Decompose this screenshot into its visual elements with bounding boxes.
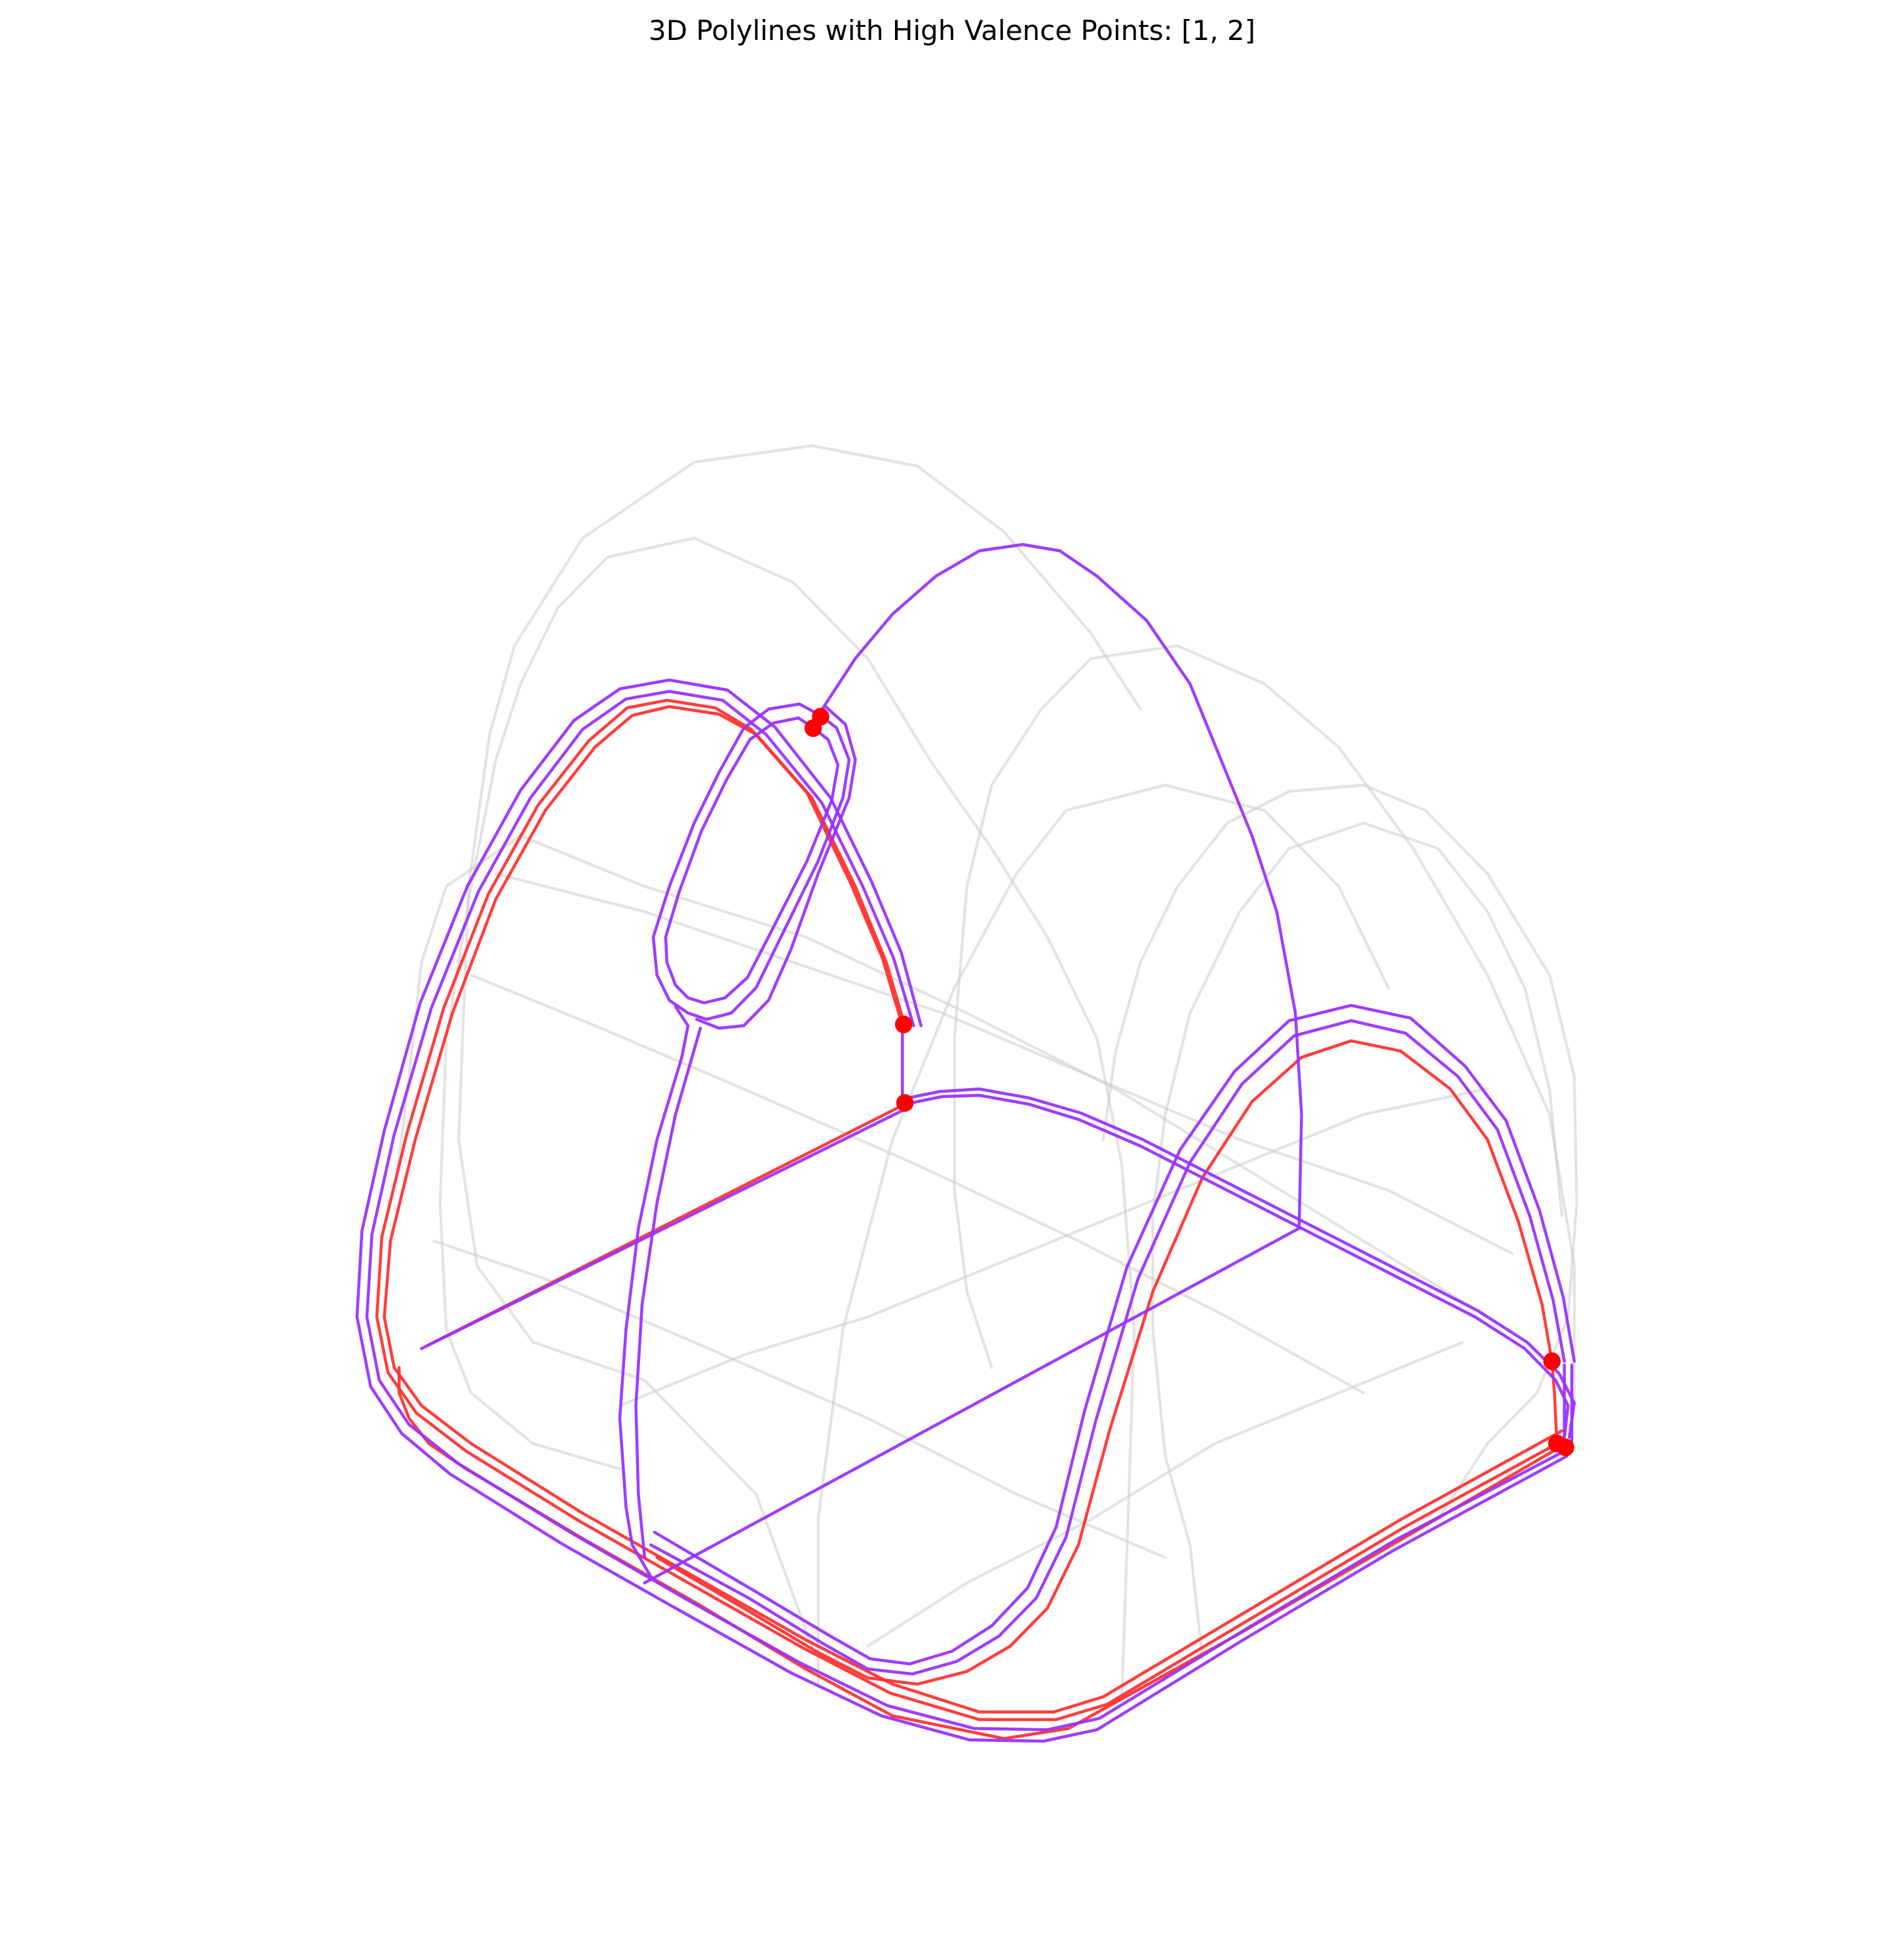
polyline-context-10 — [816, 784, 1390, 1686]
high-valence-point-4 — [1543, 1352, 1561, 1370]
polyline-valence-2-1 — [901, 1087, 1576, 1439]
polyline-context-4 — [395, 834, 1489, 1319]
polyline-valence-2-10 — [365, 690, 1566, 1731]
polyline-valence-2-0 — [903, 1093, 1570, 1439]
polyline-context-6 — [469, 973, 1365, 1395]
polyline-context-5 — [432, 1239, 1167, 1559]
high-valence-point-3 — [896, 1094, 914, 1112]
polyline-valence-1-0 — [383, 705, 1564, 1714]
polyline-valence-1-2 — [655, 1039, 1553, 1686]
polyline-valence-2-7 — [695, 705, 857, 1030]
polyline-valence-2-12 — [649, 1019, 1566, 1676]
polyline-valence-2-13 — [653, 1004, 1576, 1666]
polyline-context-1 — [438, 537, 1136, 1699]
polyline-valence-2-4 — [651, 702, 851, 1021]
polyline-valence-2-6 — [618, 1005, 690, 1578]
polyline-context-0 — [457, 444, 1142, 1648]
polyline-valence-2-16 — [419, 1107, 907, 1350]
polyline-valence-2-3 — [816, 542, 1303, 1230]
high-valence-point-6 — [1557, 1438, 1574, 1456]
polyline-valence-2-2 — [643, 1226, 1301, 1585]
polyline-context-9 — [866, 1340, 1464, 1648]
high-valence-point-2 — [894, 1015, 913, 1034]
polyline-context-11 — [1151, 821, 1563, 1661]
polyline-valence-2-11 — [355, 678, 1569, 1743]
chart-title: 3D Polylines with High Valence Points: [… — [648, 14, 1256, 47]
high-valence-point-1 — [812, 708, 829, 726]
polyline-context-8 — [618, 1087, 1489, 1407]
polyline-context-3 — [953, 644, 1576, 1407]
polyline-valence-2-5 — [664, 716, 840, 1005]
polyline-valence-2-8 — [634, 1027, 702, 1559]
polyline-valence-1-4 — [397, 1366, 1564, 1741]
polyline-valence-1-3 — [1550, 1359, 1559, 1445]
polyline-valence-1-1 — [375, 698, 1564, 1722]
